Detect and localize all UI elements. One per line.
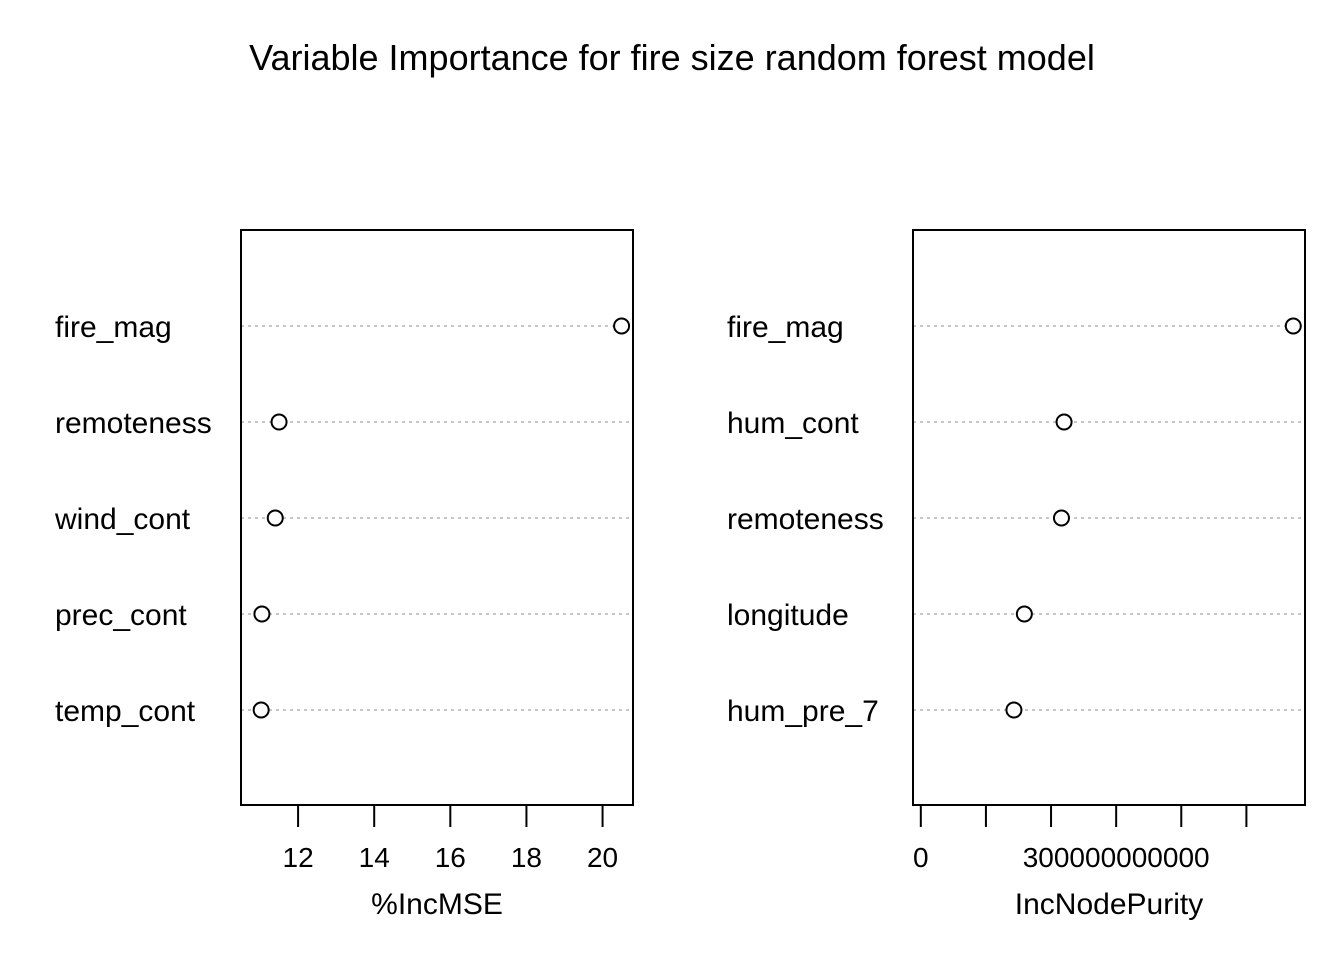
x-tick-label: 0 bbox=[913, 842, 929, 873]
category-label: hum_pre_7 bbox=[727, 695, 879, 728]
category-label: fire_mag bbox=[55, 311, 172, 344]
category-label: remoteness bbox=[55, 407, 212, 440]
data-point bbox=[1284, 317, 1302, 335]
category-label: fire_mag bbox=[727, 311, 844, 344]
x-tick-label: 14 bbox=[359, 842, 390, 873]
plot-frame bbox=[240, 229, 634, 806]
category-label: temp_cont bbox=[55, 695, 196, 728]
x-tick-label: 20 bbox=[587, 842, 618, 873]
data-point bbox=[1015, 605, 1033, 623]
data-point bbox=[266, 509, 284, 527]
category-label: longitude bbox=[727, 599, 849, 632]
data-point bbox=[270, 413, 288, 431]
data-point bbox=[1055, 413, 1073, 431]
panel-incnodepurity: fire_mag hum_cont remoteness longitude hum_p… bbox=[727, 229, 1306, 921]
category-label: wind_cont bbox=[54, 503, 191, 536]
x-tick-label: 12 bbox=[283, 842, 314, 873]
x-axis-title: %IncMSE bbox=[371, 888, 503, 921]
x-tick-label: 18 bbox=[511, 842, 542, 873]
category-label: hum_cont bbox=[727, 407, 859, 440]
data-point bbox=[253, 605, 271, 623]
data-point bbox=[1005, 701, 1023, 719]
panel-incmse: fire_mag remoteness wind_cont prec_conttemp… bbox=[54, 229, 634, 921]
data-point bbox=[252, 701, 270, 719]
x-tick-label: 16 bbox=[435, 842, 466, 873]
x-tick-label: 300000000000 bbox=[1023, 842, 1210, 873]
data-point bbox=[1052, 509, 1070, 527]
category-label: remoteness bbox=[727, 503, 884, 536]
category-label: prec_cont bbox=[55, 599, 187, 632]
data-point bbox=[613, 317, 631, 335]
chart-title: Variable Importance for fire size random… bbox=[249, 37, 1095, 78]
plot-frame bbox=[912, 229, 1306, 806]
x-axis-title: IncNodePurity bbox=[1015, 888, 1203, 921]
